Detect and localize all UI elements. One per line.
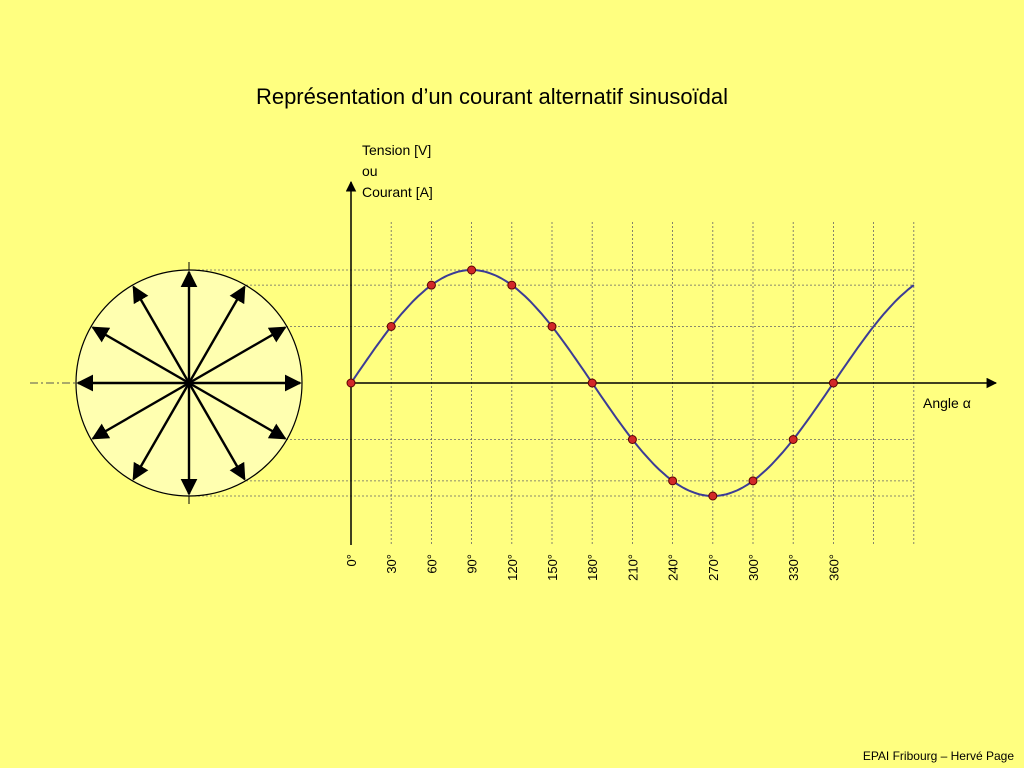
x-tick-label: 180° <box>585 554 600 581</box>
phasor-arrow <box>132 285 191 384</box>
x-tick-label: 30° <box>384 554 399 574</box>
x-axis-label: Angle α <box>923 395 971 411</box>
data-point <box>748 476 758 486</box>
data-point <box>467 265 477 275</box>
data-point <box>426 280 436 290</box>
y-axis-label-line-2: ou <box>362 163 378 179</box>
y-axis-label-line-1: Tension [V] <box>362 142 432 158</box>
data-point <box>587 378 597 388</box>
data-point <box>627 435 637 444</box>
data-point <box>346 378 356 388</box>
x-tick-label: 90° <box>465 554 480 574</box>
x-tick-label: 240° <box>666 554 681 581</box>
phasor-arrow <box>132 382 191 481</box>
data-points <box>346 265 838 501</box>
phasor-arrow <box>187 285 246 384</box>
phasor-arrow <box>188 381 287 440</box>
x-tick-label: 360° <box>826 554 841 581</box>
x-tick-label: 120° <box>505 554 520 581</box>
x-tick-labels: 0° 30° 60° 90° 120° 150° 180° 210° 240° 270° 300° 3… <box>344 554 841 581</box>
axes <box>345 180 998 545</box>
x-tick-label: 270° <box>706 554 721 581</box>
data-point <box>788 435 798 444</box>
footer-credit: EPAI Fribourg – Hervé Page <box>862 749 1014 763</box>
data-point <box>668 476 678 486</box>
x-tick-label: 60° <box>424 554 439 574</box>
phasor-arrow <box>187 382 246 481</box>
data-point <box>507 280 517 290</box>
x-tick-label: 0° <box>344 554 359 566</box>
x-tick-label: 300° <box>746 554 761 581</box>
phasor-arrow <box>91 326 190 385</box>
y-axis-label-line-3: Courant [A] <box>362 184 433 200</box>
phasor-arrow <box>91 381 190 440</box>
slide-title: Représentation d’un courant alternatif s… <box>255 84 729 109</box>
data-point <box>386 322 396 331</box>
data-point <box>708 491 718 501</box>
data-point <box>828 378 838 388</box>
phasor-arrow <box>188 326 287 385</box>
x-tick-label: 150° <box>545 554 560 581</box>
x-tick-label: 210° <box>625 554 640 581</box>
phasor-circle-group <box>30 262 303 504</box>
x-tick-label: 330° <box>786 554 801 581</box>
data-point <box>547 322 557 331</box>
